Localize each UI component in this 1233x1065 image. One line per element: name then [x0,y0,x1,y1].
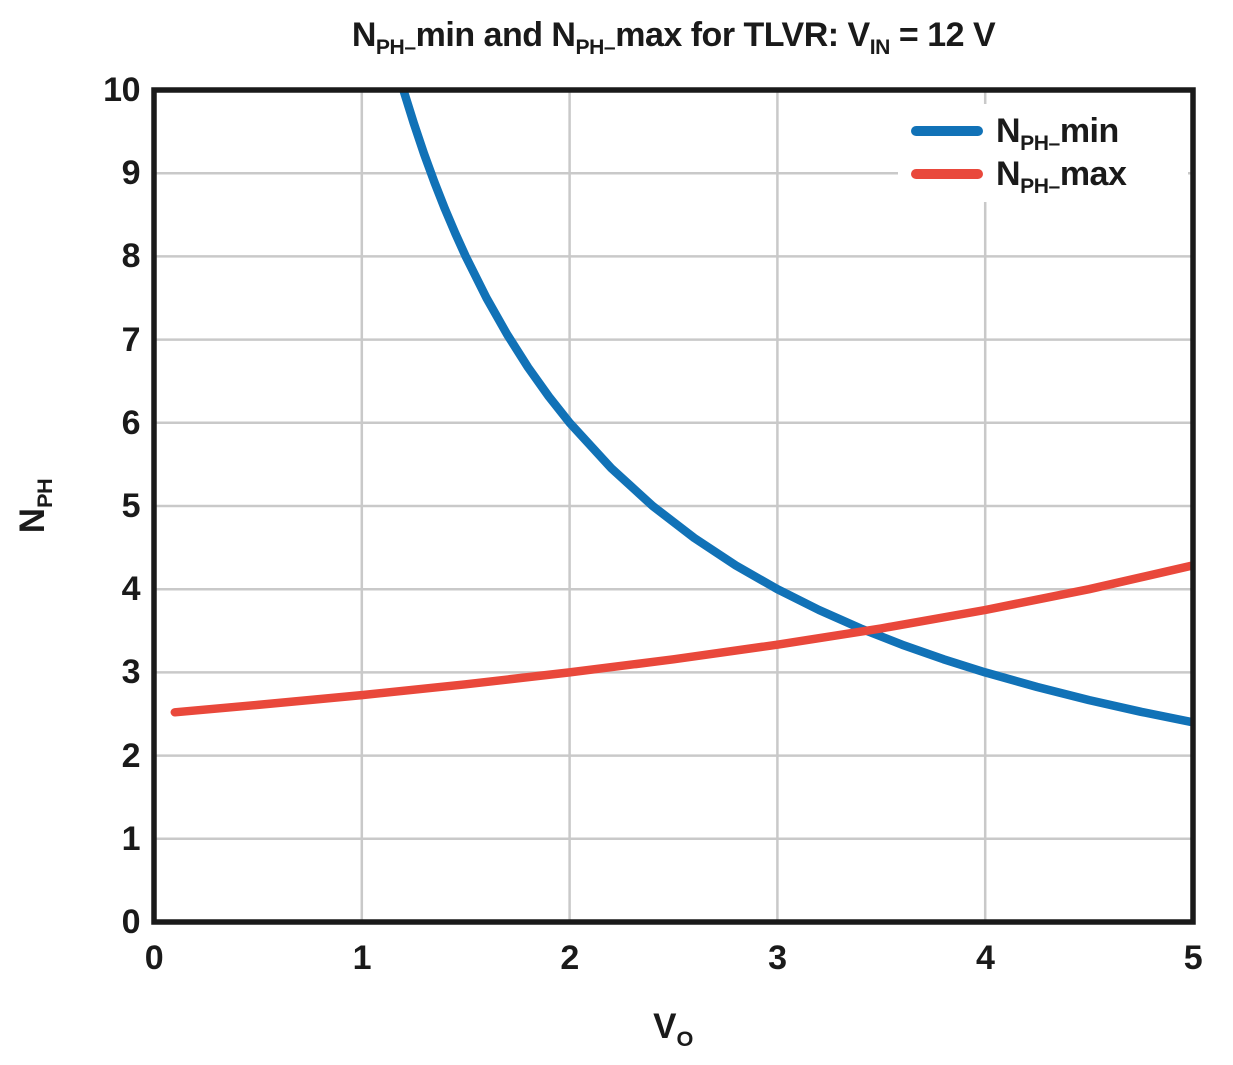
legend-entry-nph-max: NPH–max [996,155,1127,198]
y-axis-label: NPH [13,478,58,534]
y-tick-label-0: 0 [121,903,141,941]
y-tick-label-8: 8 [121,237,141,276]
series-nph-min-line [399,90,1193,727]
gridlines [154,90,1193,922]
y-tick-label-2: 2 [121,736,141,775]
series-group [170,90,1193,727]
x-axis-label: VO [653,1007,693,1052]
y-tick-label-1: 1 [121,819,141,858]
legend-entry-nph-min: NPH–min [996,112,1119,155]
series-nph-max-line [170,561,1193,717]
y-tick-label-10: 10 [103,71,140,109]
y-tick-label-7: 7 [121,320,141,359]
x-tick-label-5: 5 [1183,939,1203,977]
x-tick-label-3: 3 [768,939,787,977]
x-tick-label-0: 0 [144,939,164,977]
x-tick-label-4: 4 [975,939,995,977]
plot-border [151,87,1196,925]
x-tick-label-2: 2 [560,939,579,977]
x-tick-label-1: 1 [352,939,372,977]
y-tick-label-6: 6 [121,403,141,442]
y-tick-label-4: 4 [121,570,141,609]
chart-title: NPH–min and NPH–max for TLVR: VIN = 12 V [351,16,996,59]
y-tick-label-3: 3 [121,653,141,692]
y-tick-label-9: 9 [121,154,141,193]
y-tick-label-5: 5 [121,487,141,525]
legend-background [898,104,1188,202]
